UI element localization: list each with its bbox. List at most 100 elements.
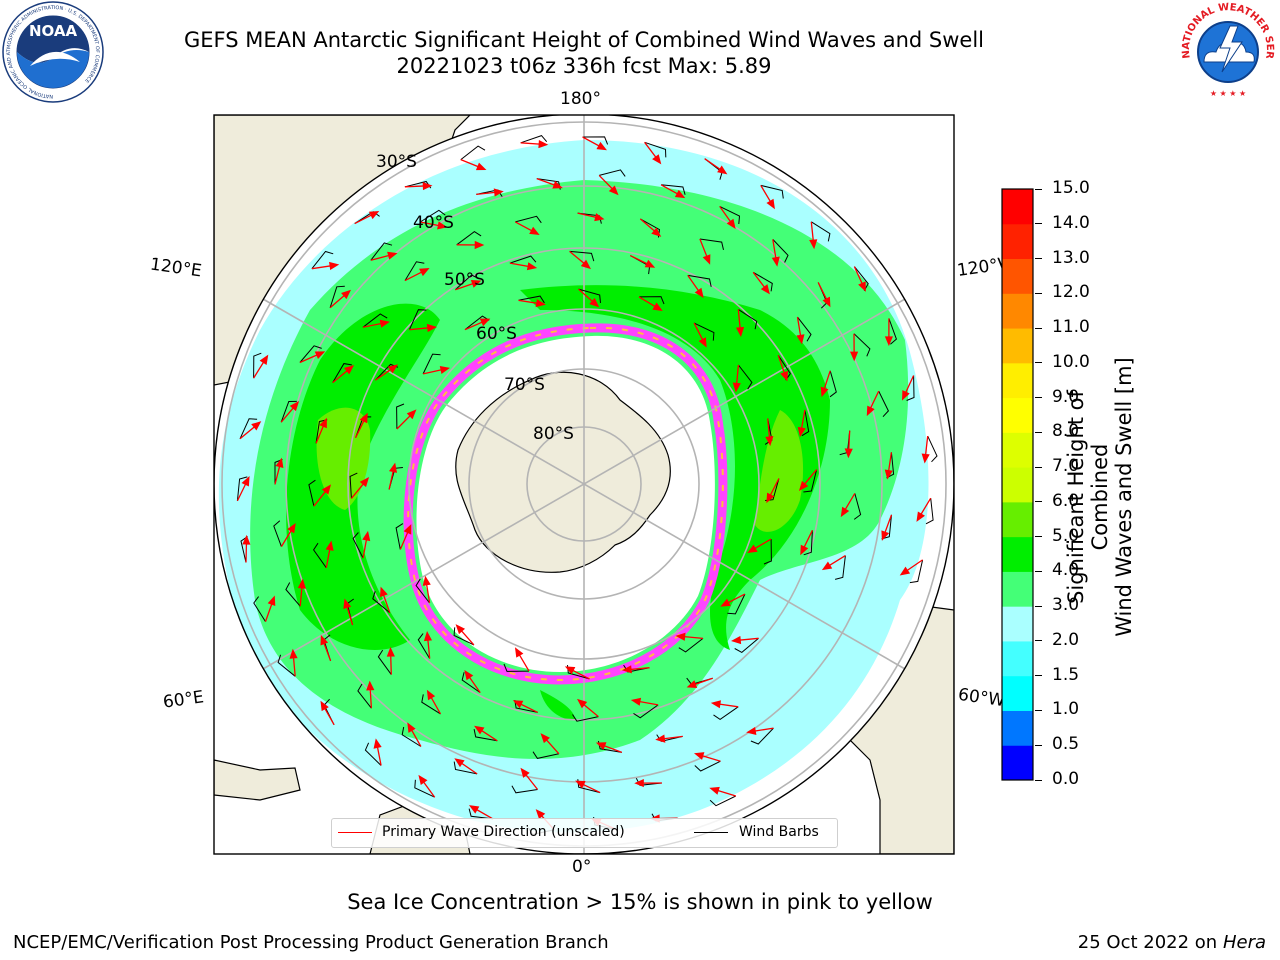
- wind-barb: [699, 238, 724, 251]
- chart-subtitle: 20221023 t06z 336h fcst Max: 5.89: [396, 54, 772, 78]
- wave-direction-arrow: [844, 430, 853, 459]
- colorbar-tick-mark: [1035, 362, 1042, 364]
- wave-direction-arrow: [564, 666, 590, 680]
- wind-barb: [578, 288, 601, 303]
- wind-barb: [638, 296, 665, 305]
- wave-direction-arrow: [299, 351, 326, 364]
- wind-barb: [396, 403, 405, 430]
- footer-branch: NCEP/EMC/Verification Post Processing Pr…: [13, 932, 609, 953]
- map-frame: [213, 114, 955, 855]
- wave-direction-arrow: [476, 188, 504, 197]
- wave-direction-arrow: [420, 221, 448, 230]
- colorbar-tick-mark: [1035, 188, 1042, 190]
- wave-direction-arrow: [409, 323, 437, 333]
- colorbar-tick-label: 6.0: [1052, 490, 1080, 511]
- wind-barb: [509, 255, 537, 264]
- wave-direction-arrow: [474, 725, 498, 742]
- wave-direction-arrow: [297, 578, 306, 607]
- wind-barb: [797, 316, 812, 342]
- wind-barb: [569, 250, 595, 262]
- wave-direction-arrow: [460, 158, 487, 171]
- wind-barb: [503, 663, 530, 672]
- wind-barb: [312, 542, 327, 569]
- wave-direction-arrow: [320, 700, 335, 726]
- wind-barb: [370, 242, 393, 261]
- colorbar-tick-label: 9.0: [1052, 386, 1080, 407]
- wave-direction-arrow: [809, 221, 818, 250]
- wave-direction-arrow: [760, 185, 775, 210]
- colorbar-cell: [1002, 640, 1033, 677]
- wave-direction-arrow: [518, 299, 546, 308]
- colorbar-title: Significant Height of Combined Wind Wave…: [1064, 357, 1136, 637]
- wind-barb: [803, 530, 813, 556]
- chart-title: GEFS MEAN Antarctic Significant Height o…: [183, 28, 985, 52]
- wave-direction-arrow: [866, 390, 880, 417]
- wave-direction-arrow: [630, 697, 659, 706]
- wave-direction-arrow: [693, 752, 721, 762]
- wave-direction-legend-line: [338, 832, 372, 833]
- wind-barb: [236, 476, 248, 501]
- wind-barb: [372, 591, 391, 614]
- wind-barb: [801, 409, 810, 437]
- wind-barb: [273, 520, 282, 547]
- wind-barb: [878, 390, 890, 418]
- wave-direction-arrow: [464, 669, 481, 693]
- wind-barb: [308, 479, 316, 507]
- wave-direction-arrow: [577, 698, 599, 718]
- colorbar-cell: [1002, 675, 1033, 711]
- wind-barb: [520, 135, 548, 144]
- wave-direction-arrow: [520, 139, 549, 149]
- wave-direction-arrow: [746, 726, 774, 735]
- lon-label-180: 180°: [560, 89, 601, 109]
- wind-barb: [280, 400, 297, 423]
- wind-barb: [738, 308, 758, 330]
- colorbar-tick-label: 11.0: [1052, 317, 1090, 338]
- wave-direction-arrow: [638, 296, 663, 312]
- wave-direction-arrow: [366, 680, 375, 709]
- wind-barb-legend-label: Wind Barbs: [739, 824, 819, 840]
- colorbar-tick-mark: [1035, 223, 1042, 225]
- wind-barb: [633, 704, 659, 719]
- lat-label-50s: 50°S: [444, 270, 485, 290]
- wave-direction-arrow: [720, 593, 746, 607]
- colorbar-tick-mark: [1035, 397, 1042, 399]
- wave-direction-arrow: [320, 634, 332, 662]
- wave-direction-arrow: [630, 255, 656, 268]
- wave-direction-arrow: [426, 689, 442, 715]
- wind-barb: [661, 184, 686, 195]
- wave-direction-arrow: [747, 538, 772, 554]
- svg-text:★ ★ ★ ★: ★ ★ ★ ★: [1210, 89, 1246, 98]
- wave-direction-arrow: [280, 401, 300, 423]
- wave-direction-arrow: [514, 647, 530, 672]
- colorbar-cell: [1002, 606, 1033, 642]
- colorbar-tick-label: 0.5: [1052, 734, 1080, 755]
- colorbar-tick-label: 15.0: [1052, 178, 1090, 198]
- wave-direction-arrow: [853, 266, 866, 292]
- wave-direction-arrow: [404, 181, 433, 191]
- colorbar-tick-mark: [1035, 605, 1042, 607]
- wind-barb: [461, 672, 481, 694]
- wind-barb: [888, 318, 897, 345]
- wave-direction-arrow: [704, 158, 728, 175]
- wind-barb: [693, 322, 715, 341]
- wind-barb: [925, 498, 934, 525]
- wind-barb: [713, 706, 739, 721]
- wave-direction-arrow: [916, 497, 932, 522]
- wave-direction-arrow: [313, 484, 332, 507]
- wave-direction-arrow: [575, 780, 601, 794]
- wind-barb: [572, 714, 599, 722]
- wave-direction-arrow: [379, 586, 391, 613]
- wave-direction-arrow: [514, 221, 540, 235]
- wave-direction-arrow: [777, 355, 789, 382]
- wind-barb: [473, 728, 498, 742]
- wind-barb: [453, 627, 475, 646]
- lon-label-0: 0°: [572, 857, 592, 877]
- wave-direction-arrow: [921, 436, 930, 464]
- wave-direction-arrow: [315, 417, 327, 444]
- wind-barb: [239, 418, 258, 440]
- wind-barb: [811, 221, 831, 242]
- wave-direction-legend-label: Primary Wave Direction (unscaled): [382, 824, 625, 840]
- graticule: [221, 115, 947, 854]
- wind-barb: [299, 345, 322, 363]
- lat-label-60s: 60°S: [476, 324, 517, 344]
